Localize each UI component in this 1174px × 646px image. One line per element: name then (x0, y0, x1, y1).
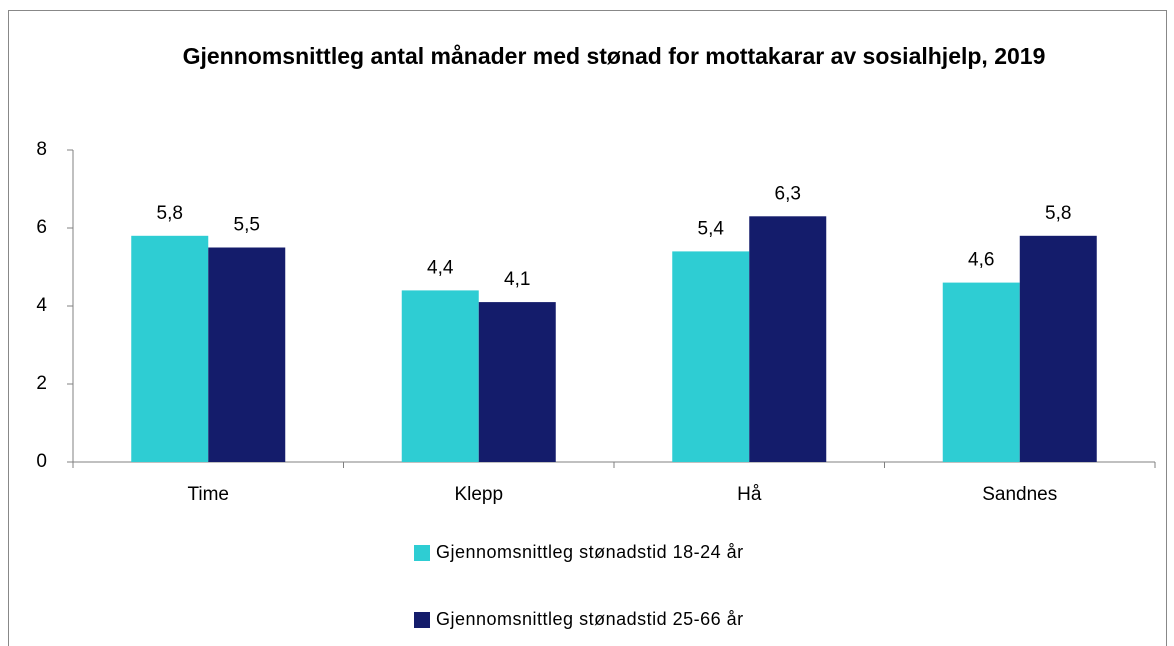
value-label: 5,4 (698, 218, 725, 239)
legend-swatch (414, 612, 430, 628)
x-tick-label: Sandnes (982, 484, 1057, 505)
y-tick-label: 2 (36, 373, 47, 394)
y-tick-label: 8 (36, 139, 47, 160)
bar (478, 302, 556, 462)
value-label: 5,8 (1045, 203, 1071, 224)
y-tick-label: 0 (36, 451, 47, 472)
value-label: 6,3 (775, 183, 801, 204)
x-tick-label: Klepp (454, 484, 503, 505)
value-label: 5,8 (157, 203, 183, 224)
bar (208, 247, 286, 462)
value-label: 4,1 (504, 269, 530, 290)
x-tick-label: Time (187, 484, 229, 505)
bar (672, 251, 750, 462)
value-label: 4,6 (968, 250, 994, 271)
bar (1019, 235, 1097, 462)
bar (401, 290, 479, 462)
y-tick-label: 4 (36, 295, 47, 316)
bar (749, 216, 827, 462)
legend-swatch (414, 545, 430, 561)
legend-label: Gjennomsnittleg stønadstid 18-24 år (436, 542, 744, 562)
value-label: 5,5 (234, 215, 260, 236)
bar (131, 235, 209, 462)
chart-frame (8, 10, 1167, 646)
x-tick-label: Hå (737, 484, 762, 505)
legend-label: Gjennomsnittleg stønadstid 25-66 år (436, 609, 744, 629)
chart-title: Gjennomsnittleg antal månader med stønad… (182, 43, 1046, 69)
y-tick-label: 6 (36, 217, 47, 238)
bar (942, 282, 1020, 462)
value-label: 4,4 (427, 257, 454, 278)
